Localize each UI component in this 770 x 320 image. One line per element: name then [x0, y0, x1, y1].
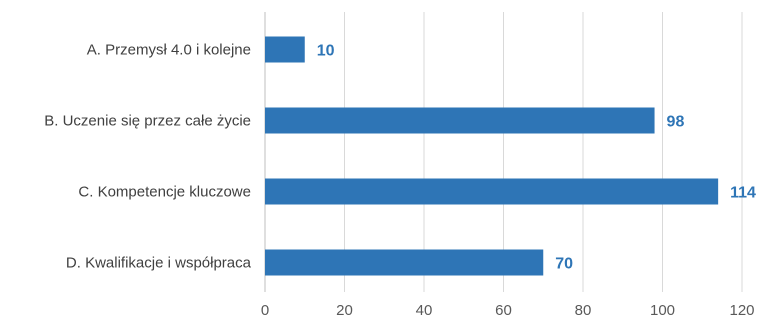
x-axis-ticks: 0 20 40 60 80 100 120: [261, 302, 755, 319]
x-tick-label: 100: [650, 302, 675, 319]
bar-1: [265, 36, 305, 63]
x-tick-label: 80: [575, 302, 592, 319]
data-label: 10: [317, 43, 335, 60]
data-label: 98: [667, 114, 685, 131]
category-label: C. Kompetencje kluczowe: [78, 184, 251, 201]
x-tick-label: 0: [261, 302, 269, 319]
bar-2: [265, 107, 655, 134]
category-labels: A. Przemysł 4.0 i kolejne B. Uczenie się …: [44, 42, 251, 272]
bars: [265, 36, 719, 276]
category-label: B. Uczenie się przez całe życie: [44, 113, 251, 130]
bar-3: [265, 178, 719, 205]
category-label: A. Przemysł 4.0 i kolejne: [87, 42, 251, 59]
x-tick-label: 60: [495, 302, 512, 319]
x-tick-label: 20: [336, 302, 353, 319]
x-tick-label: 120: [729, 302, 754, 319]
data-label: 114: [730, 185, 756, 202]
bar-4: [265, 249, 544, 276]
data-label: 70: [555, 256, 573, 273]
data-labels: 10 98 114 70: [317, 43, 756, 273]
category-label: D. Kwalifikacje i współpraca: [66, 255, 252, 272]
x-tick-label: 40: [416, 302, 433, 319]
gridlines: [264, 12, 743, 292]
